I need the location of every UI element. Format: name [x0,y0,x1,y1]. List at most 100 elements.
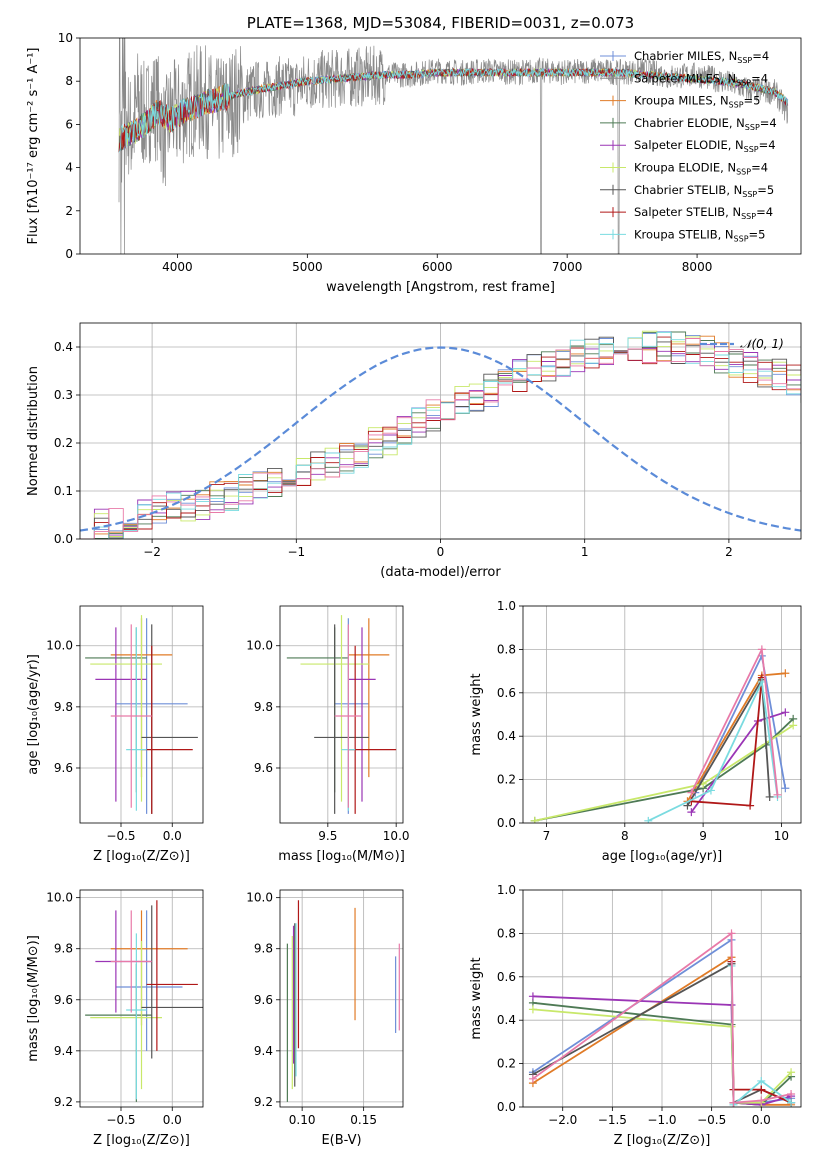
weight-line [694,653,787,793]
x-tick-label: −0.5 [697,1113,726,1127]
weight-marker [644,816,653,823]
weight-marker [757,645,766,654]
weight-marker [530,816,539,823]
errorbar-point [110,910,152,1013]
legend-label: Chabrier STELIB, NSSP=5 [634,183,774,199]
errorbar-point [90,615,162,802]
x-tick-label: −2 [143,545,161,559]
x-axis-label: Z [log₁₀(Z/Z⊙)] [93,1133,190,1148]
x-axis-label: wavelength [Angstrom, rest frame] [326,280,555,295]
y-tick-label: 9.6 [54,993,73,1007]
x-axis-label: mass [log₁₀(M/M⊙)] [278,849,405,864]
y-tick-label: 0.4 [497,729,516,743]
y-tick-label: 0.2 [497,1057,516,1071]
x-axis-label: age [log₁₀(age/yr)] [602,849,723,864]
weight-marker [787,1068,796,1077]
legend-label: Kroupa ELODIE, NSSP=4 [634,161,768,177]
errorbar-point [126,933,147,1100]
x-tick-label: 9.5 [318,829,337,843]
errorbar-point [146,900,198,1051]
weight-marker [789,721,798,730]
axes-frame [279,889,404,1108]
y-tick-label: 9.8 [54,700,73,714]
errorbar-point [115,910,183,1051]
x-tick-label: 10.0 [383,829,410,843]
legend-label: Kroupa MILES, NSSP=5 [634,94,760,110]
weight-marker [781,669,790,678]
weight-marker [746,801,755,810]
y-tick-label: 9.4 [54,1044,73,1058]
x-tick-label: 2 [725,545,733,559]
y-tick-label: 9.2 [254,1095,273,1109]
x-tick-label: −2.0 [548,1113,577,1127]
x-tick-label: 0.15 [350,1113,377,1127]
errorbar-point [314,624,369,814]
histogram-series [80,338,801,539]
x-tick-label: 6000 [422,260,453,274]
y-tick-label: 0.2 [54,436,73,450]
plot-area [85,615,198,814]
errorbar-point [95,627,147,802]
y-tick-label: 9.8 [254,700,273,714]
normal-curve [80,346,801,532]
y-tick-label: 9.6 [54,761,73,775]
weight-marker [757,1085,766,1094]
axes-frame [79,322,802,540]
errorbar-point [348,618,390,778]
weight-marker [787,1089,796,1098]
y-tick-label: 2 [65,204,73,218]
plot-area [286,900,400,1102]
x-tick-label: 0 [437,545,445,559]
y-tick-label: 6 [65,117,73,131]
weight-marker [528,1005,537,1014]
x-tick-label: −1.5 [598,1113,627,1127]
panel-1: 4000 5000 6000 7000 8000 0 2 4 6 8 10 wavelength [A… [26,14,802,295]
panel-3: −0.5 0.0 9.6 9.8 10.0 Z [log₁₀(Z/Z⊙)] age [log… [26,605,204,864]
weight-marker [781,784,790,793]
x-tick-label: −0.5 [106,1113,135,1127]
errorbar-point [348,627,376,802]
legend-label: Salpeter STELIB, NSSP=4 [634,205,773,221]
plot-area [530,645,798,823]
x-tick-label: 10 [774,829,789,843]
weight-line [534,724,794,822]
y-tick-label: 1.0 [497,883,516,897]
x-axis-label: Z [log₁₀(Z/Z⊙)] [93,849,190,864]
weight-line [647,678,779,822]
errorbar-point [141,905,203,1059]
y-tick-label: 0.6 [497,686,516,700]
legend-label: Chabrier MILES, NSSP=4 [634,49,769,65]
errorbar-point [141,645,193,814]
weight-marker [683,801,692,810]
x-tick-label: 8 [621,829,629,843]
errorbar-point [110,910,188,1026]
y-tick-label: 9.6 [254,761,273,775]
y-tick-label: 0.0 [497,816,516,830]
weight-marker [757,1076,766,1085]
x-tick-label: 5000 [292,260,323,274]
x-tick-label: −1.0 [647,1113,676,1127]
axes-frame [279,605,404,824]
y-axis-label: age [log₁₀(age/yr)] [26,654,41,775]
weight-marker [706,786,715,795]
x-tick-label: 9 [699,829,707,843]
x-tick-label: −0.5 [106,829,135,843]
x-axis-label: (data-model)/error [380,565,501,580]
weight-line [686,676,771,807]
legend-label: Salpeter MILES, NSSP=4 [634,71,768,87]
weight-marker [729,1098,738,1107]
x-axis-label: Z [log₁₀(Z/Z⊙)] [614,1133,711,1148]
legend-label: Salpeter ELODIE, NSSP=4 [634,138,776,154]
weight-marker [687,788,696,797]
axes-frame [522,605,802,824]
weight-marker [765,792,774,801]
y-tick-label: 0.0 [497,1100,516,1114]
weight-marker [757,1096,766,1105]
panel-5: 7 8 9 10 0.0 0.2 0.4 0.6 0.8 1.0 age [log₁₀(age/yr… [469,599,802,864]
weight-marker [727,929,736,938]
x-tick-label: −1 [287,545,305,559]
weight-marker [781,708,790,717]
errorbar-point [334,624,362,808]
axes-frame [79,889,204,1108]
